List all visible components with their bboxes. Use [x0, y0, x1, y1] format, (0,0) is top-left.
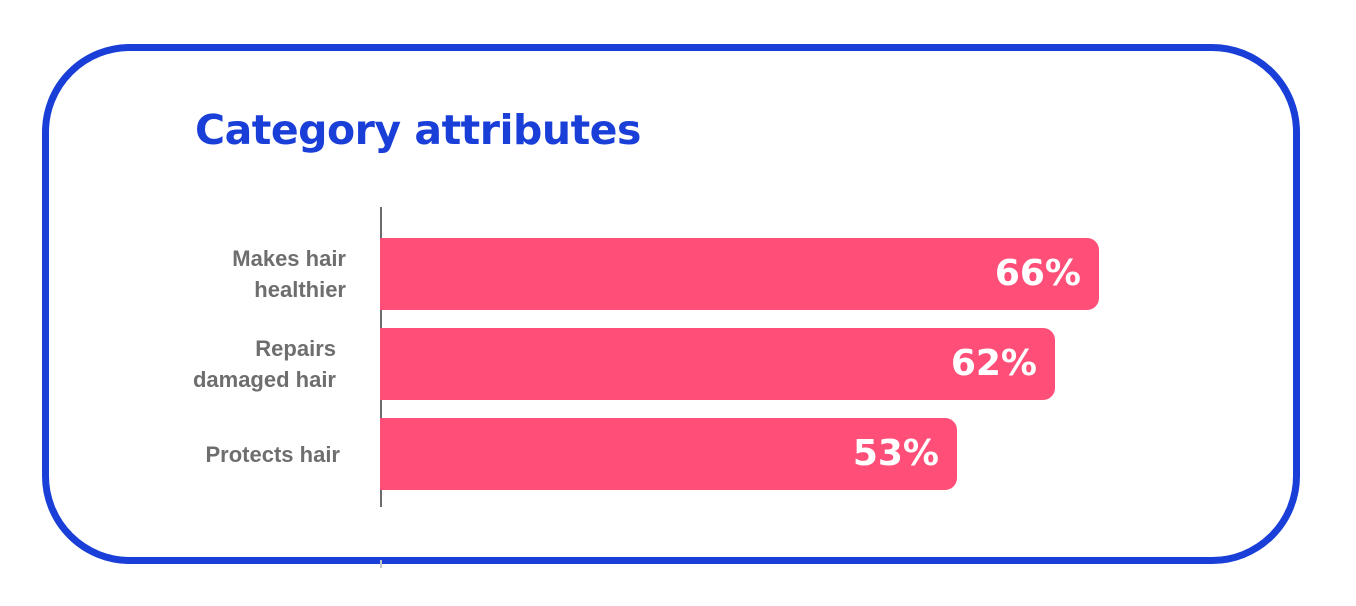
category-label: Repairs damaged hair [192, 336, 336, 392]
chart-title: Category attributes [195, 106, 641, 154]
category-label: Makes hair healthier [232, 246, 346, 302]
y-axis-tick-mark [380, 560, 382, 568]
bar [380, 238, 1099, 310]
bar-value-label: 53% [852, 433, 939, 474]
category-label: Protects hair [205, 441, 341, 467]
bar-value-label: 66% [994, 253, 1081, 294]
bar [380, 328, 1055, 400]
bar-value-label: 62% [950, 343, 1037, 384]
bar [380, 418, 957, 490]
